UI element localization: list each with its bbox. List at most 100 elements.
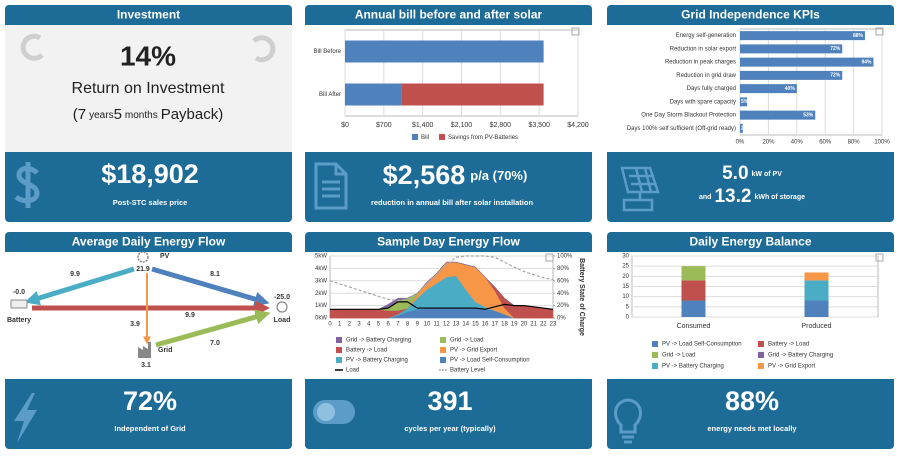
bar: [804, 272, 829, 281]
value-label: 72%: [830, 46, 841, 52]
legend-swatch: [758, 363, 764, 369]
payback-years: (7: [73, 106, 86, 123]
bar: [681, 300, 706, 317]
y2-tick-label: 100%: [557, 254, 573, 260]
x-tick-label: 100%: [874, 140, 890, 146]
flow-value: 7.0: [210, 340, 220, 347]
x-tick-label: $2,800: [490, 122, 512, 129]
bar: [804, 280, 829, 301]
y-tick-label: 0kW: [315, 316, 327, 322]
roi-label: Return on Investment: [72, 80, 226, 97]
value-label: 40%: [785, 86, 796, 92]
legend-swatch: [439, 134, 446, 140]
footer-label: cycles per year (typically): [404, 424, 496, 433]
bar: [681, 266, 706, 281]
x-tick-label: 23: [550, 322, 557, 328]
bar: [740, 84, 797, 94]
storage-size: 13.2: [714, 186, 751, 207]
flow-value: 9.9: [70, 271, 80, 278]
footer-label: Independent of Grid: [114, 424, 186, 433]
x-tick-label: 12: [443, 322, 450, 328]
legend-label: Grid -> Load: [662, 353, 696, 359]
legend-swatch: [440, 347, 446, 353]
footer-amount: $2,568: [383, 160, 466, 190]
refresh-icon: [252, 35, 276, 63]
x-tick-label: Consumed: [677, 323, 711, 330]
value-label: 2%: [741, 126, 749, 132]
legend-swatch: [652, 341, 658, 347]
x-tick-label: $3,500: [528, 122, 550, 129]
payback-months: 5: [114, 106, 122, 123]
x-tick-label: 40%: [791, 140, 804, 146]
footer-line: 5.0 kW of PV: [722, 163, 782, 184]
legend-label: PV -> Battery Charging: [662, 364, 724, 370]
x-tick-label: 17: [491, 322, 498, 328]
flow-arrow: [151, 266, 270, 307]
x-tick-label: 14: [462, 322, 469, 328]
export-button[interactable]: [571, 27, 580, 36]
x-tick-label: 80%: [848, 140, 861, 146]
line: [329, 255, 554, 302]
y-tick-label: 25: [622, 264, 629, 270]
y-tick-label: Days fully charged: [687, 86, 736, 92]
legend-label: Savings from PV-Batteries: [448, 135, 518, 141]
node-value: 21.9: [136, 266, 150, 273]
y-tick-label: 3kW: [315, 278, 327, 284]
bar: [740, 31, 865, 41]
x-tick-label: 10: [424, 322, 431, 328]
and: and: [699, 194, 711, 201]
panel-title: Investment: [117, 8, 180, 22]
bar: [804, 300, 829, 317]
value-label: 53%: [803, 112, 814, 118]
bar: [681, 280, 706, 301]
y-tick-label: Energy self-generation: [676, 33, 736, 39]
y-tick-label: 4kW: [315, 266, 327, 272]
legend-label: PV -> Grid Export: [768, 364, 816, 370]
export-button[interactable]: [875, 253, 884, 262]
node-value: -25.0: [274, 294, 290, 301]
pv-unit: kW of PV: [752, 171, 783, 178]
footer-value: 72%: [123, 386, 177, 416]
charts: $0 $700 $1,400 $2,100 $2,800 $3,500 $4,200 Bill…: [314, 28, 890, 374]
legend-label: Battery -> Load: [768, 342, 809, 348]
bar: [740, 97, 748, 107]
battery-icon: [10, 299, 28, 309]
footer-label: Post-STC sales price: [113, 198, 188, 207]
panel-title: Average Daily Energy Flow: [72, 235, 226, 249]
x-tick-label: $4,200: [567, 122, 589, 129]
flow-value: 3.9: [130, 321, 140, 328]
legend-label: Grid -> Battery Charging: [346, 338, 411, 344]
value-label: 88%: [853, 33, 864, 39]
y2-tick-label: 0%: [557, 316, 566, 322]
legend-swatch: [336, 357, 342, 363]
y2-axis-title: Battery State of Charge: [578, 258, 585, 336]
legend-swatch: [758, 352, 764, 358]
pv-icon: [137, 251, 149, 263]
legend-label: PV -> Load Self-Consumption: [450, 358, 530, 364]
line: [330, 301, 554, 310]
y-tick-label: 0: [626, 315, 630, 321]
y-tick-label: Days 100% self sufficient (Off-grid read…: [627, 126, 736, 132]
load-icon: [276, 301, 288, 313]
legend-label: Battery Level: [450, 368, 485, 374]
x-tick-label: 16: [482, 322, 489, 328]
node-value: 3.1: [141, 362, 151, 369]
export-button[interactable]: [875, 27, 884, 36]
export-button[interactable]: [545, 253, 554, 262]
y-tick-label: Reduction in peak charges: [665, 60, 736, 66]
y-tick-label: One Day Storm Blackout Protection: [641, 113, 736, 119]
lightning-icon: [14, 393, 37, 443]
x-tick-label: $700: [376, 122, 392, 129]
x-tick-label: 7: [396, 322, 400, 328]
node-label: Grid: [158, 347, 172, 354]
footer-label: reduction in annual bill after solar ins…: [371, 198, 534, 207]
x-tick-label: 0%: [736, 140, 745, 146]
x-tick-label: 0: [328, 322, 332, 328]
legend-swatch: [336, 347, 342, 353]
bar: [740, 57, 874, 67]
footer-line: and 13.2 kWh of storage: [699, 186, 805, 207]
legend-label: PV -> Grid Export: [450, 348, 498, 354]
payback: (7 years5 months Payback): [73, 106, 223, 123]
legend-swatch: [652, 363, 658, 369]
value-label: 94%: [861, 59, 872, 65]
